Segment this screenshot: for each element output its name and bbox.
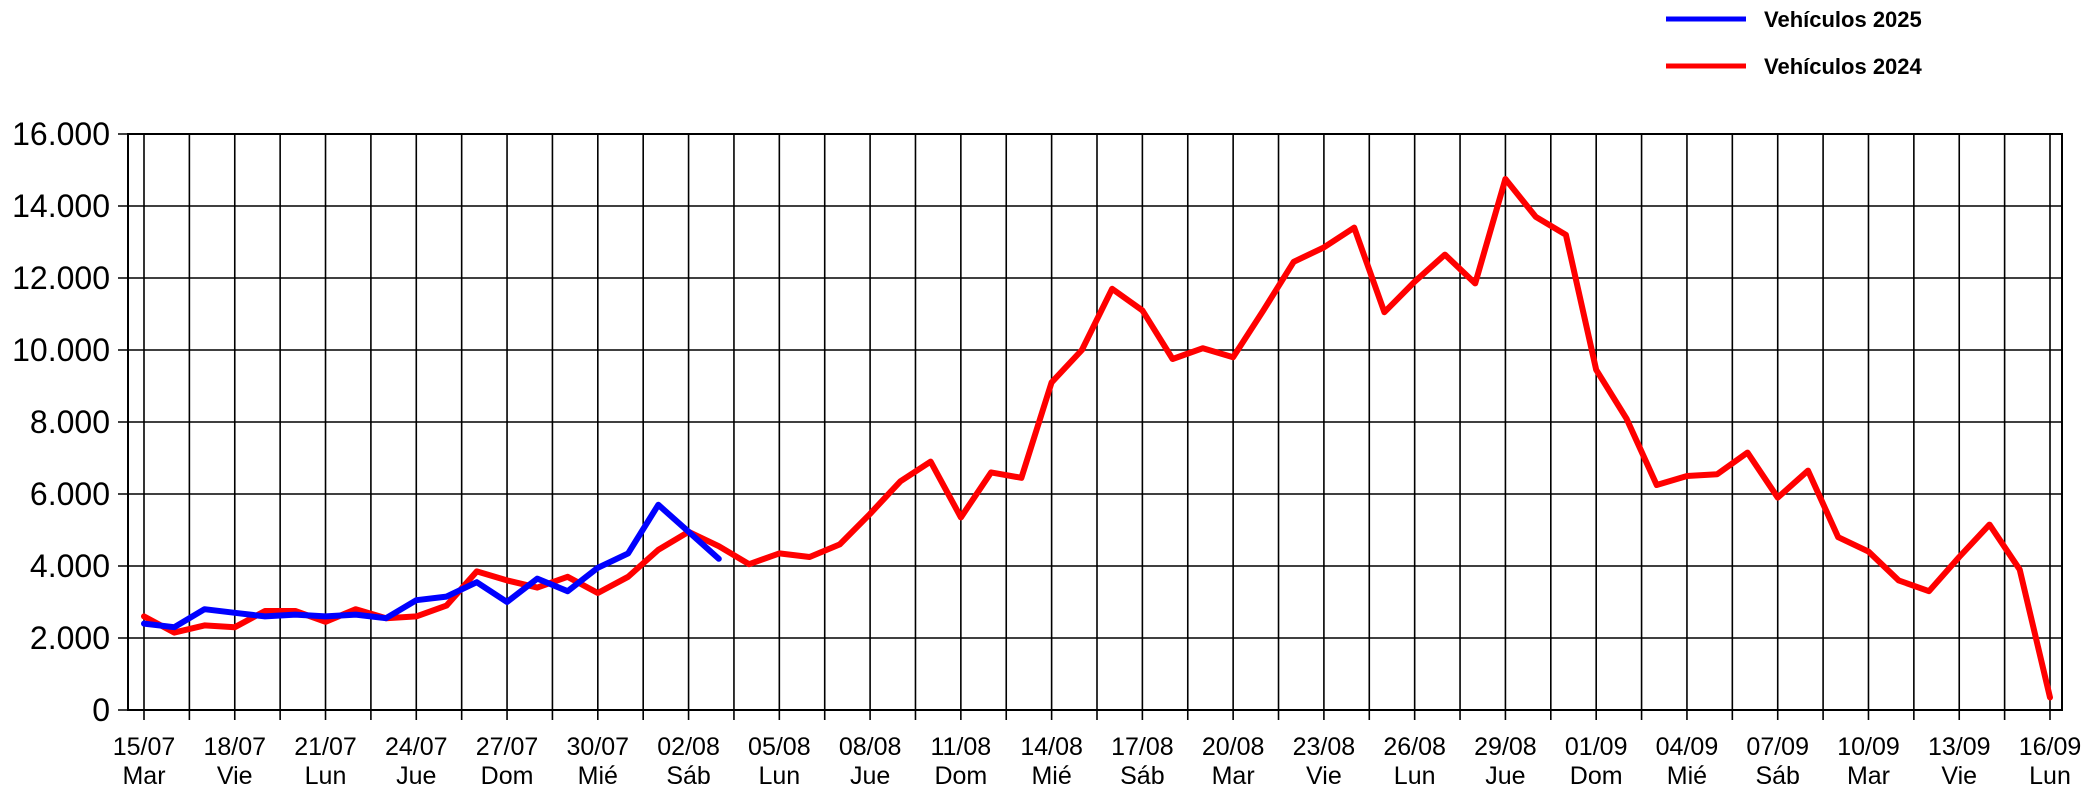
x-tick-day: Mar — [1847, 762, 1890, 789]
y-tick-label: 4.000 — [30, 548, 110, 584]
series-lines — [141, 176, 2053, 701]
x-tick-date: 26/08 — [1383, 733, 1446, 761]
grid — [118, 133, 2062, 720]
x-tick-date: 01/09 — [1565, 733, 1628, 761]
x-tick-day: Vie — [1941, 762, 1977, 789]
x-tick-date: 27/07 — [476, 733, 539, 761]
x-tick-date: 05/08 — [748, 733, 811, 761]
x-tick-date: 02/08 — [657, 733, 720, 761]
x-tick-day: Dom — [481, 762, 534, 789]
x-tick-day: Sáb — [1120, 762, 1164, 789]
x-tick-date: 30/07 — [567, 733, 630, 761]
x-tick-day: Mié — [1031, 762, 1071, 789]
y-tick-label: 6.000 — [30, 476, 110, 512]
x-tick-date: 18/07 — [203, 733, 266, 761]
y-tick-label: 2.000 — [30, 620, 110, 656]
x-tick-date: 10/09 — [1837, 733, 1900, 761]
y-axis: 0 2.000 4.000 6.000 8.000 10.000 12.000 14.000 1… — [12, 116, 110, 728]
x-tick-day: Mié — [1667, 762, 1707, 789]
y-tick-label: 8.000 — [30, 404, 110, 440]
x-tick-day: Lun — [758, 762, 800, 789]
x-tick-day: Dom — [1570, 762, 1623, 789]
x-tick-date: 07/09 — [1746, 733, 1809, 761]
x-tick-date: 20/08 — [1202, 733, 1265, 761]
x-tick-day: Lun — [2029, 762, 2071, 789]
x-tick-day: Vie — [217, 762, 253, 789]
x-tick-date: 13/09 — [1928, 733, 1991, 761]
y-tick-label: 10.000 — [12, 332, 110, 368]
plot-frame — [127, 133, 2063, 711]
series-line-2025 — [141, 501, 722, 631]
x-tick-date: 14/08 — [1020, 733, 1083, 761]
x-tick-date: 24/07 — [385, 733, 448, 761]
x-tick-date: 23/08 — [1293, 733, 1356, 761]
y-tick-label: 14.000 — [12, 188, 110, 224]
x-tick-day: Jue — [850, 762, 890, 789]
x-tick-date: 11/08 — [930, 733, 991, 761]
x-tick-date: 17/08 — [1111, 733, 1174, 761]
legend-label-2024: Vehículos 2024 — [1764, 54, 1923, 79]
x-tick-date: 16/09 — [2019, 733, 2082, 761]
x-tick-day: Dom — [934, 762, 987, 789]
legend: Vehículos 2025 Vehículos 2024 — [1666, 7, 1923, 79]
x-tick-day: Jue — [1485, 762, 1525, 789]
x-tick-day: Mar — [122, 762, 165, 789]
x-tick-day: Mar — [1212, 762, 1255, 789]
x-tick-day: Jue — [396, 762, 436, 789]
x-tick-date: 08/08 — [839, 733, 902, 761]
x-tick-date: 04/09 — [1656, 733, 1719, 761]
x-tick-date: 29/08 — [1474, 733, 1537, 761]
x-tick-date: 15/07 — [113, 733, 176, 761]
x-tick-day: Sáb — [1755, 762, 1799, 789]
legend-label-2025: Vehículos 2025 — [1764, 7, 1922, 32]
y-tick-label: 0 — [92, 692, 110, 728]
x-tick-day: Lun — [305, 762, 347, 789]
x-tick-day: Sáb — [666, 762, 710, 789]
y-tick-label: 16.000 — [12, 116, 110, 152]
x-axis: 15/07Mar18/07Vie21/07Lun24/07Jue27/07Dom… — [113, 733, 2082, 789]
y-tick-label: 12.000 — [12, 260, 110, 296]
x-tick-day: Lun — [1394, 762, 1436, 789]
x-tick-day: Vie — [1306, 762, 1342, 789]
x-tick-date: 21/07 — [294, 733, 357, 761]
x-tick-day: Mié — [578, 762, 618, 789]
